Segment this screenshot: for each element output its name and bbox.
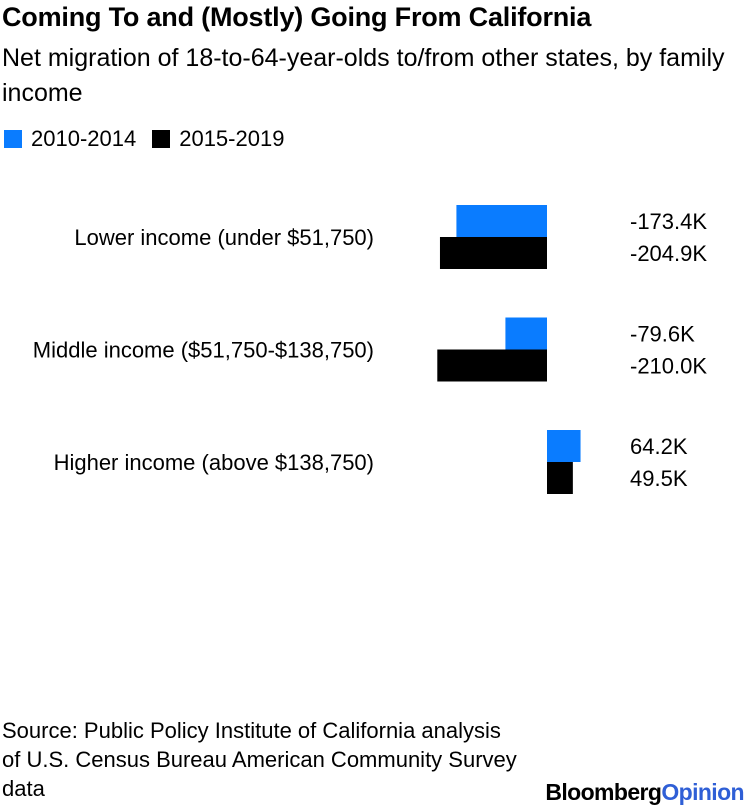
value-label-1-0: -79.6K xyxy=(630,322,695,347)
legend-label-2015-2019: 2015-2019 xyxy=(179,126,285,151)
chart-subtitle: Net migration of 18-to-64-year-olds to/f… xyxy=(2,44,725,107)
value-label-2-0: 64.2K xyxy=(630,434,688,459)
bar-2-1 xyxy=(547,462,573,494)
bar-1-0 xyxy=(505,317,547,350)
bar-2-0 xyxy=(547,430,581,462)
legend-swatch-2015-2019 xyxy=(152,130,171,148)
legend-item-2015-2019: 2015-2019 xyxy=(152,126,284,152)
bar-0-0 xyxy=(456,205,547,237)
value-label-0-1: -204.9K xyxy=(630,241,707,266)
value-label-1-1: -210.0K xyxy=(630,354,707,379)
chart-title: Coming To and (Mostly) Going From Califo… xyxy=(2,2,592,32)
brand-logo: BloombergOpinion xyxy=(545,779,744,806)
legend-item-2010-2014: 2010-2014 xyxy=(4,126,136,152)
category-label-0: Lower income (under $51,750) xyxy=(74,225,374,250)
brand-suffix: Opinion xyxy=(661,779,744,805)
category-label-1: Middle income ($51,750-$138,750) xyxy=(33,338,374,363)
bar-0-1 xyxy=(439,237,547,269)
category-label-2: Higher income (above $138,750) xyxy=(54,450,374,475)
source-note: Source: Public Policy Institute of Calif… xyxy=(2,718,517,801)
value-label-2-1: 49.5K xyxy=(630,466,688,491)
legend-swatch-2010-2014 xyxy=(4,130,22,148)
bar-chart: Lower income (under $51,750) -173.4K -204.… xyxy=(33,205,707,494)
bar-1-1 xyxy=(437,349,547,382)
value-label-0-0: -173.4K xyxy=(630,209,707,234)
brand-name: Bloomberg xyxy=(545,779,662,805)
legend: 2010-2014 2015-2019 xyxy=(4,126,300,152)
legend-label-2010-2014: 2010-2014 xyxy=(31,126,137,151)
